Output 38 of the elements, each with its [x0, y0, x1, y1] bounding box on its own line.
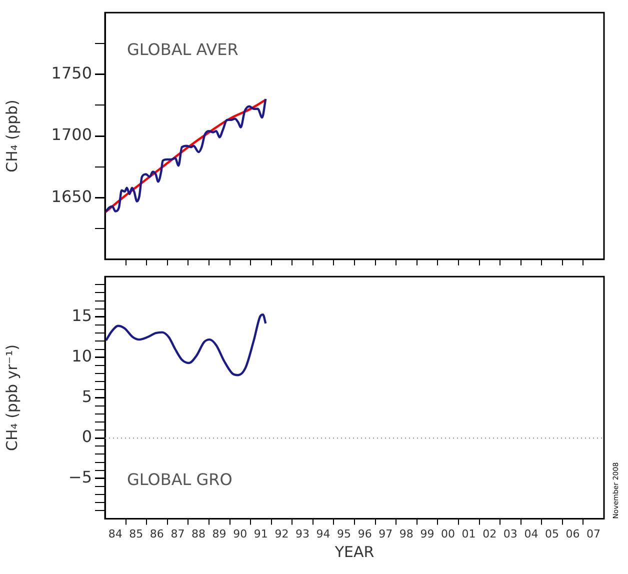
x-tick-label: 90 — [233, 527, 248, 540]
x-tick-label: 87 — [170, 527, 185, 540]
x-tick-label: 06 — [566, 527, 580, 540]
x-tick-label: 84 — [108, 527, 122, 540]
x-tick-label: 94 — [316, 527, 330, 540]
y-tick-label: −5 — [68, 468, 92, 487]
x-tick-label: 97 — [378, 527, 393, 540]
y-axis-title: CH₄ (ppb yr⁻¹) — [2, 344, 21, 451]
x-tick-label: 92 — [274, 527, 289, 540]
y-tick-label: 1700 — [51, 125, 92, 144]
y-tick-label: 10 — [72, 346, 92, 366]
line-series — [105, 313, 267, 376]
x-tick-label: 05 — [544, 527, 559, 540]
x-tick-label: 02 — [482, 527, 497, 540]
annotation: GLOBAL AVER — [127, 40, 238, 59]
x-tick-label: 99 — [420, 527, 434, 540]
x-tick-label: 04 — [524, 527, 538, 540]
x-axis-title: YEAR — [334, 542, 374, 561]
x-tick-label: 00 — [441, 527, 456, 540]
x-tick-label: 01 — [462, 527, 476, 540]
x-tick-label: 03 — [503, 527, 518, 540]
y-tick-label: 15 — [72, 306, 92, 326]
x-tick-label: 98 — [399, 527, 414, 540]
y-tick-label: 5 — [82, 386, 92, 406]
x-tick-label: 95 — [337, 527, 352, 540]
x-tick-label: 93 — [295, 527, 310, 540]
x-tick-label: 86 — [150, 527, 164, 540]
y-tick-label: 1750 — [51, 63, 92, 82]
x-tick-label: 07 — [586, 527, 601, 540]
y-tick-label: 1650 — [51, 186, 92, 206]
x-tick-label: 89 — [212, 527, 226, 540]
x-tick-label: 91 — [254, 527, 268, 540]
x-tick-label: 96 — [358, 527, 372, 540]
annotation: GLOBAL GRO — [127, 470, 232, 489]
x-tick-label: 88 — [192, 527, 206, 540]
y-axis-title: CH₄ (ppb) — [2, 100, 21, 172]
y-tick-label: 0 — [82, 427, 92, 446]
x-tick-label: 85 — [129, 527, 144, 540]
